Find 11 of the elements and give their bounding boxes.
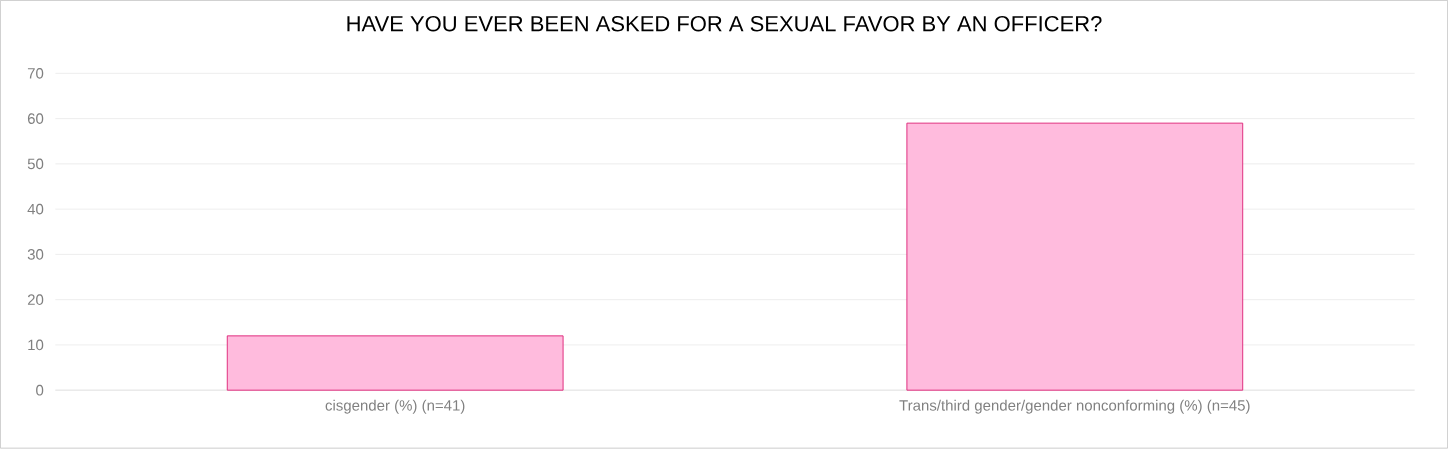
y-tick-label: 70 bbox=[27, 68, 44, 79]
x-tick-label: Trans/third gender/gender nonconforming (%) (n=45) bbox=[899, 399, 1250, 414]
y-tick-label: 60 bbox=[27, 113, 44, 125]
y-tick-label: 30 bbox=[27, 249, 44, 260]
y-tick-label: 50 bbox=[27, 158, 44, 170]
y-tick-label: 10 bbox=[28, 339, 44, 351]
x-tick-label: cisgender (%) (n=41) bbox=[325, 399, 465, 414]
y-tick-label: 40 bbox=[27, 204, 44, 215]
y-tick-label: 20 bbox=[27, 294, 44, 306]
y-tick-label: 0 bbox=[36, 385, 44, 396]
chart-title: HAVE YOU EVER BEEN ASKED FOR A SEXUAL FAVOR BY AN OFFICER? bbox=[347, 16, 1102, 32]
